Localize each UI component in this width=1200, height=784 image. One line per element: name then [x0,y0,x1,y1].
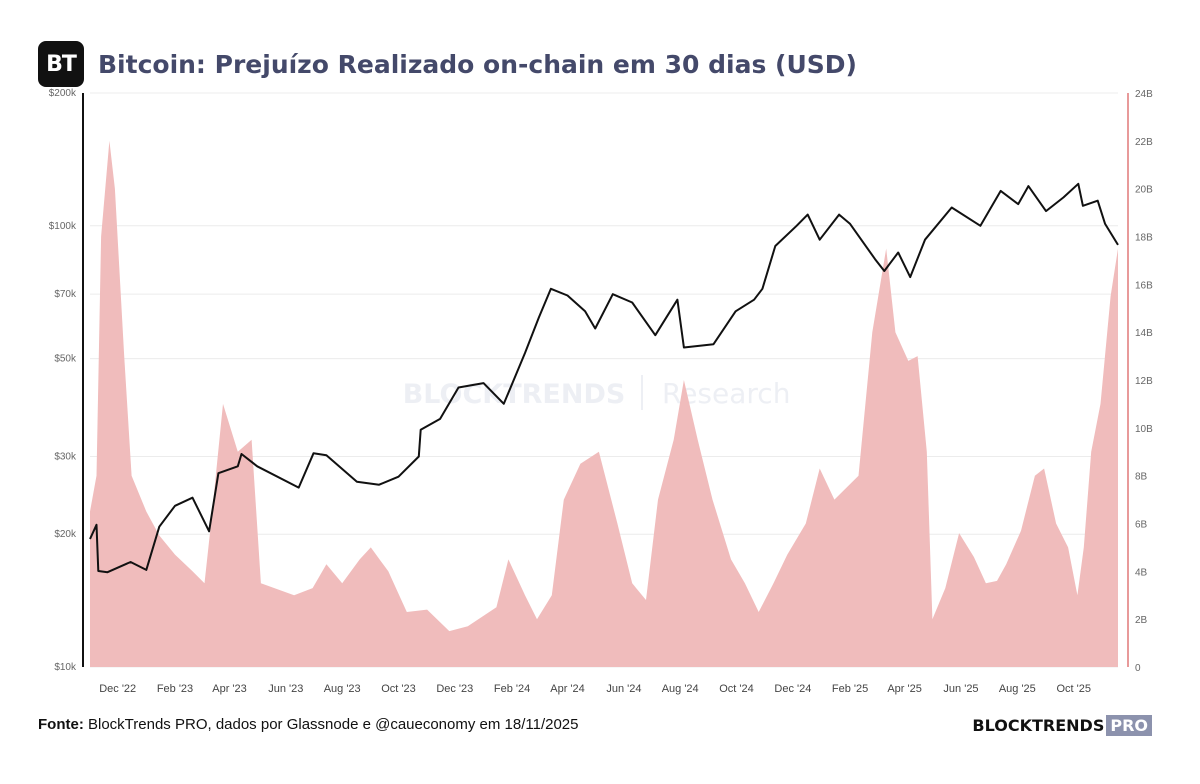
y-left-tick-label: $70k [54,289,77,300]
y-left-tick-label: $20k [54,529,77,540]
y-left-tick-label: $10k [54,662,77,673]
y-right-tick-label: 24B [1135,89,1153,100]
y-right-tick-label: 10B [1135,424,1153,435]
y-axis-left-labels: $10k $20k $30k $50k $70k $100k $200k [49,88,77,673]
x-tick-label: Aug '25 [999,683,1036,695]
brand-main: BLOCKTRENDS [972,716,1105,735]
y-right-tick-label: 18B [1135,233,1153,244]
x-tick-label: Jun '25 [943,683,978,695]
y-right-tick-label: 6B [1135,520,1148,531]
x-tick-label: Apr '25 [887,683,922,695]
x-tick-label: Apr '24 [550,683,585,695]
y-right-tick-label: 22B [1135,137,1153,148]
x-tick-label: Dec '23 [436,683,473,695]
y-left-tick-label: $100k [49,221,77,232]
realized-loss-area [90,140,1118,668]
x-tick-label: Oct '25 [1056,683,1091,695]
brand-logo: BLOCKTRENDS PRO [972,715,1152,736]
axes [82,93,1129,667]
source-caption: Fonte: BlockTrends PRO, dados por Glassn… [38,716,579,733]
y-right-tick-label: 2B [1135,615,1148,626]
chart-header: BT Bitcoin: Prejuízo Realizado on-chain … [38,40,857,88]
y-right-tick-label: 20B [1135,185,1153,196]
watermark: BLOCKTRENDS Research [403,375,790,410]
x-tick-label: Dec '22 [99,683,136,695]
y-right-tick-label: 12B [1135,376,1153,387]
x-tick-label: Oct '24 [719,683,754,695]
y-axis-right-labels: 0 2B 4B 6B 8B 10B 12B 14B 16B 18B 20B 22B 24B [1135,89,1153,674]
x-tick-label: Jun '24 [606,683,641,695]
x-tick-label: Aug '24 [662,683,699,695]
y-left-tick-label: $200k [49,88,77,99]
x-tick-label: Feb '23 [157,683,193,695]
brand-pro-badge: PRO [1106,715,1152,736]
x-tick-label: Jun '23 [268,683,303,695]
x-tick-label: Dec '24 [774,683,811,695]
x-tick-label: Aug '23 [324,683,361,695]
x-axis-labels: Dec '22 Feb '23 Apr '23 Jun '23 Aug '23 Oct '… [99,683,1091,695]
x-tick-label: Feb '24 [494,683,530,695]
y-left-tick-label: $30k [54,452,77,463]
x-tick-label: Apr '23 [212,683,247,695]
realized-loss-area-layer [90,140,1118,668]
x-tick-label: Oct '23 [381,683,416,695]
btc-price-line [89,182,1119,574]
source-label: Fonte: [38,716,84,733]
y-right-tick-label: 16B [1135,280,1153,291]
y-left-tick-label: $50k [54,354,77,365]
y-right-tick-label: 14B [1135,328,1153,339]
blocktrends-logo-badge: BT [38,41,84,87]
y-right-tick-label: 8B [1135,472,1148,483]
price-line-layer [89,182,1119,574]
y-right-tick-label: 4B [1135,567,1148,578]
x-tick-label: Feb '25 [832,683,868,695]
watermark-main: BLOCKTRENDS [403,379,626,410]
chart-title: Bitcoin: Prejuízo Realizado on-chain em … [98,49,857,79]
source-text: BlockTrends PRO, dados por Glassnode e @… [88,716,579,733]
y-right-tick-label: 0 [1135,663,1141,674]
